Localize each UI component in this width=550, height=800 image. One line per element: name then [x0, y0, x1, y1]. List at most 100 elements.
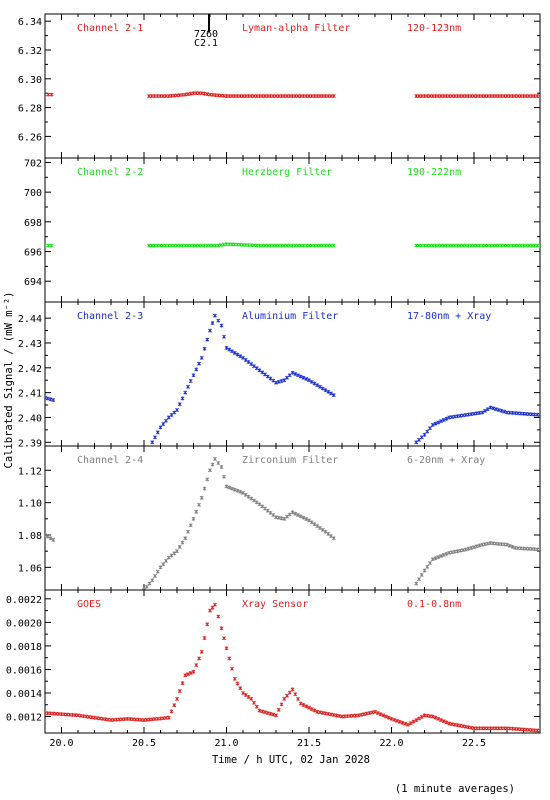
- data-point: [76, 713, 80, 718]
- data-point: [191, 516, 196, 521]
- data-point: [147, 94, 151, 98]
- data-point: [252, 498, 256, 503]
- data-point: [186, 529, 190, 534]
- data-point: [436, 555, 441, 560]
- data-point: [419, 714, 424, 719]
- data-point: [312, 381, 317, 386]
- data-point: [183, 390, 188, 395]
- panel-2: 694 696 698 700 702 Channel 2-2 Herzberg Filte…: [24, 157, 541, 303]
- data-point: [395, 718, 399, 723]
- data-point: [169, 709, 174, 714]
- data-point: [469, 725, 474, 730]
- data-point: [202, 636, 207, 640]
- data-point: [263, 506, 267, 511]
- data-point: [304, 377, 309, 381]
- data-point: [403, 721, 408, 726]
- data-point: [45, 533, 47, 537]
- data-point: [301, 703, 306, 707]
- data-point: [298, 374, 303, 379]
- band-label: 120-123nm: [407, 23, 461, 34]
- data-point: [161, 94, 166, 98]
- data-point: [254, 500, 259, 505]
- data-point: [444, 551, 449, 556]
- data-point: [296, 696, 300, 701]
- data-point: [364, 711, 369, 716]
- data-point: [433, 715, 438, 720]
- data-point: [304, 517, 309, 521]
- data-point: [485, 541, 490, 546]
- data-point: [45, 243, 47, 248]
- data-point: [224, 346, 229, 350]
- data-point: [466, 725, 471, 730]
- data-point: [381, 713, 386, 718]
- data-point: [202, 346, 207, 351]
- y-tick-label: 6.32: [18, 46, 42, 57]
- data-point: [422, 568, 427, 573]
- series-1: [45, 602, 540, 733]
- data-point: [180, 540, 185, 545]
- filter-label: Aluminium Filter: [242, 311, 338, 322]
- data-point: [89, 715, 94, 720]
- data-point: [329, 391, 333, 396]
- data-point: [188, 523, 193, 528]
- data-point: [166, 715, 171, 720]
- data-point: [103, 717, 108, 722]
- data-point: [496, 408, 501, 412]
- data-point: [287, 690, 292, 695]
- data-point: [474, 544, 479, 549]
- data-point: [243, 358, 248, 362]
- series-2: [147, 242, 336, 248]
- data-point: [455, 549, 460, 554]
- data-point: [290, 687, 295, 692]
- data-point: [188, 671, 193, 675]
- data-point: [243, 693, 248, 697]
- data-point: [296, 373, 300, 378]
- data-point: [142, 588, 146, 590]
- data-point: [246, 360, 251, 364]
- data-point: [158, 243, 163, 248]
- data-point: [408, 721, 413, 726]
- data-point: [260, 504, 265, 509]
- data-point: [436, 420, 441, 425]
- data-point: [287, 512, 292, 517]
- data-point: [169, 243, 174, 248]
- panel-3: 2.39 2.40 2.41 2.42 2.43 2.44 Channel 2-3 Alumi…: [18, 301, 541, 449]
- data-point: [422, 432, 427, 437]
- data-point: [271, 712, 276, 717]
- series-3: [414, 541, 540, 586]
- data-point: [386, 715, 391, 720]
- data-point: [447, 721, 452, 726]
- channel-label: Channel 2-3: [77, 311, 143, 322]
- data-point: [389, 716, 394, 721]
- data-point: [216, 614, 221, 619]
- data-point: [235, 352, 240, 357]
- data-point: [252, 364, 256, 369]
- data-point: [98, 716, 102, 721]
- data-point: [274, 713, 278, 718]
- y-tick-label: 2.40: [18, 413, 42, 424]
- data-point: [169, 553, 174, 558]
- data-point: [221, 242, 226, 247]
- data-point: [320, 710, 325, 715]
- data-point: [417, 716, 421, 721]
- data-point: [279, 516, 284, 521]
- data-point: [538, 728, 540, 733]
- data-point: [243, 492, 248, 497]
- x-tick-label: 21.5: [297, 738, 321, 749]
- data-point: [455, 723, 460, 728]
- channel-label: Channel 2-2: [77, 167, 143, 178]
- data-point: [183, 536, 188, 541]
- data-point: [318, 710, 322, 715]
- data-point: [224, 646, 229, 651]
- data-point: [480, 542, 485, 547]
- panel-4: 1.06 1.08 1.10 1.12 Channel 2-4 Zirconium Fil…: [18, 445, 541, 591]
- data-point: [155, 94, 160, 98]
- data-point: [152, 94, 157, 98]
- data-point: [331, 94, 336, 98]
- data-point: [172, 703, 177, 708]
- x-axis-label: Time / h UTC, 02 Jan 2028: [212, 754, 370, 766]
- data-point: [373, 709, 377, 714]
- data-point: [510, 544, 515, 549]
- data-point: [466, 546, 471, 551]
- data-point: [183, 673, 188, 678]
